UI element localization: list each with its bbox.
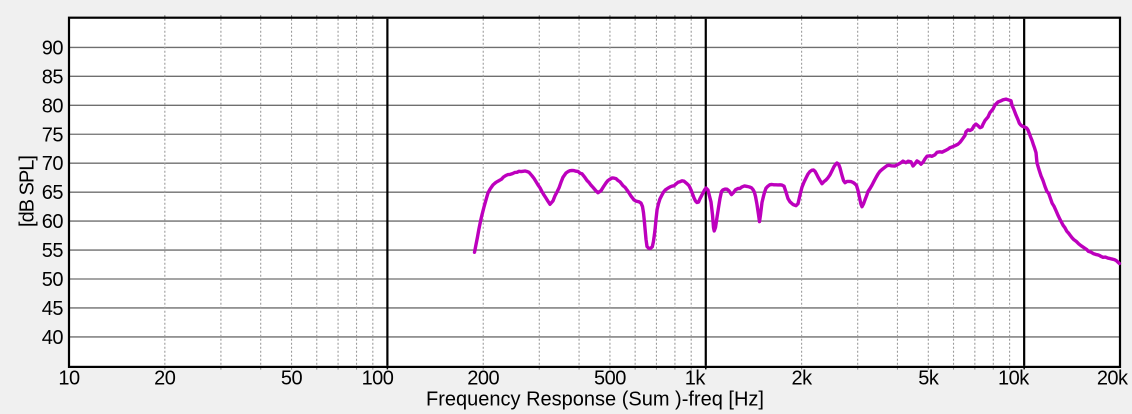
svg-text:1k: 1k: [685, 367, 707, 389]
svg-text:100: 100: [362, 367, 394, 389]
svg-text:50: 50: [281, 367, 303, 389]
svg-text:45: 45: [42, 298, 64, 320]
svg-text:Frequency Response (Sum )-freq: Frequency Response (Sum )-freq [Hz]: [426, 389, 764, 411]
svg-text:40: 40: [42, 327, 64, 349]
svg-text:20k: 20k: [1097, 367, 1129, 389]
svg-text:85: 85: [42, 66, 64, 88]
svg-text:10k: 10k: [998, 367, 1030, 389]
svg-text:55: 55: [42, 240, 64, 262]
svg-text:70: 70: [42, 153, 64, 175]
svg-text:10: 10: [58, 367, 80, 389]
svg-text:50: 50: [42, 269, 64, 291]
svg-text:60: 60: [42, 211, 64, 233]
svg-text:5k: 5k: [918, 367, 940, 389]
svg-text:90: 90: [42, 37, 64, 59]
svg-text:80: 80: [42, 95, 64, 117]
svg-text:65: 65: [42, 182, 64, 204]
svg-text:75: 75: [42, 124, 64, 146]
svg-text:20: 20: [154, 367, 176, 389]
svg-text:[dB SPL]: [dB SPL]: [17, 156, 39, 227]
svg-text:200: 200: [467, 367, 499, 389]
svg-text:2k: 2k: [792, 367, 814, 389]
svg-text:500: 500: [594, 367, 626, 389]
